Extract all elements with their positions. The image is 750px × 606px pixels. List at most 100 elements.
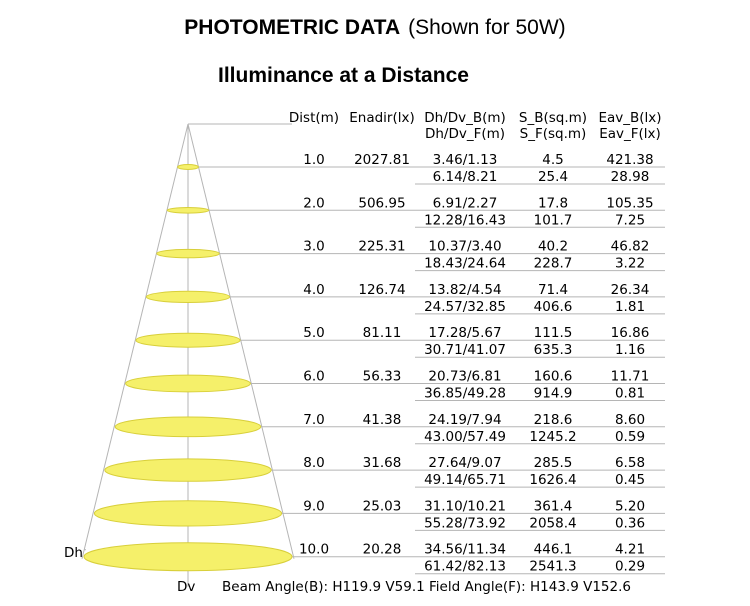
dist-value: 3.0 [303,239,324,255]
field-diameter-value: 12.28/16.43 [424,212,506,228]
header-cell: Dh/Dv_B(m) [424,110,506,126]
beam-diameter-value: 31.10/10.21 [424,498,506,514]
beam-area-value: 160.6 [534,369,573,385]
field-diameter-value: 43.00/57.49 [424,429,506,445]
dist-value: 5.0 [303,325,324,341]
header-cell: Eav_F(lx) [599,126,661,142]
title-note: (Shown for 50W) [408,16,566,39]
field-area-value: 25.4 [538,169,568,185]
chart-subtitle: Illuminance at a Distance [218,64,469,87]
light-spot-ellipse [93,500,283,527]
field-illuminance-value: 0.81 [615,386,645,402]
enadir-value: 225.31 [358,239,405,255]
field-area-value: 406.6 [534,299,573,315]
dist-value: 9.0 [303,498,324,514]
beam-diameter-value: 20.73/6.81 [428,369,501,385]
field-illuminance-value: 0.45 [615,472,645,488]
beam-area-value: 71.4 [538,282,568,298]
field-illuminance-value: 28.98 [611,169,650,185]
beam-illuminance-value: 6.58 [615,455,645,471]
header-cell: Eav_B(lx) [598,110,661,126]
light-spot-ellipse [114,416,262,438]
cone-edge-right [187,123,295,559]
field-illuminance-value: 1.81 [615,299,645,315]
field-diameter-value: 55.28/73.92 [424,515,506,531]
beam-area-value: 111.5 [534,325,573,341]
beam-illuminance-value: 46.82 [611,239,650,255]
beam-illuminance-value: 4.21 [615,542,645,558]
dist-value: 10.0 [299,542,329,558]
field-diameter-value: 18.43/24.64 [424,256,506,272]
field-diameter-value: 49.14/65.71 [424,472,506,488]
field-area-value: 914.9 [534,386,573,402]
field-diameter-value: 61.42/82.13 [424,559,506,575]
beam-diameter-value: 3.46/1.13 [433,152,498,168]
beam-illuminance-value: 8.60 [615,412,645,428]
dist-value: 7.0 [303,412,324,428]
field-area-value: 2541.3 [529,559,576,575]
field-diameter-value: 24.57/32.85 [424,299,506,315]
beam-diameter-value: 13.82/4.54 [428,282,501,298]
beam-area-value: 446.1 [534,542,573,558]
field-diameter-value: 30.71/41.07 [424,342,506,358]
title-main: PHOTOMETRIC DATA [184,16,401,39]
field-area-value: 228.7 [534,256,573,272]
angle-footer: Beam Angle(B): H119.9 V59.1 Field Angle(… [222,579,631,595]
field-illuminance-value: 1.16 [615,342,645,358]
beam-illuminance-value: 105.35 [606,195,653,211]
dist-value: 6.0 [303,369,324,385]
cone-edge-left [81,123,189,559]
header-cell: Dist(m) [289,110,339,126]
header-cell: S_B(sq.m) [519,110,587,126]
dist-value: 4.0 [303,282,324,298]
field-illuminance-value: 7.25 [615,212,645,228]
light-spot-ellipse [156,248,220,259]
beam-diameter-value: 17.28/5.67 [428,325,501,341]
field-illuminance-value: 3.22 [615,256,645,272]
beam-illuminance-value: 421.38 [606,152,653,168]
beam-area-value: 218.6 [534,412,573,428]
beam-area-value: 361.4 [534,498,573,514]
enadir-value: 81.11 [363,325,402,341]
enadir-value: 126.74 [358,282,405,298]
dist-value: 8.0 [303,455,324,471]
header-cell: Enadir(lx) [349,110,415,126]
beam-illuminance-value: 5.20 [615,498,645,514]
light-spot-ellipse [135,332,241,348]
dist-value: 1.0 [303,152,324,168]
field-area-value: 1245.2 [529,429,576,445]
enadir-value: 2027.81 [354,152,410,168]
field-illuminance-value: 0.29 [615,559,645,575]
beam-area-value: 17.8 [538,195,568,211]
field-diameter-value: 36.85/49.28 [424,386,506,402]
field-area-value: 635.3 [534,342,573,358]
dist-value: 2.0 [303,195,324,211]
enadir-value: 56.33 [363,369,402,385]
header-cell: S_F(sq.m) [520,126,587,142]
enadir-value: 31.68 [363,455,402,471]
field-illuminance-value: 0.59 [615,429,645,445]
light-spot-ellipse [177,164,199,170]
header-cell: Dh/Dv_F(m) [425,126,505,142]
beam-illuminance-value: 11.71 [611,369,650,385]
field-area-value: 101.7 [534,212,573,228]
enadir-value: 25.03 [363,498,402,514]
light-spot-ellipse [166,207,210,214]
dv-label: Dv [177,579,196,595]
light-spot-ellipse [145,290,231,303]
light-spot-ellipse [125,374,251,393]
field-area-value: 1626.4 [529,472,576,488]
field-diameter-value: 6.14/8.21 [433,169,498,185]
beam-diameter-value: 27.64/9.07 [428,455,501,471]
enadir-value: 41.38 [363,412,402,428]
beam-illuminance-value: 26.34 [611,282,650,298]
field-area-value: 2058.4 [529,515,576,531]
beam-diameter-value: 24.19/7.94 [428,412,501,428]
light-spot-ellipse [104,458,272,482]
beam-illuminance-value: 16.86 [611,325,650,341]
field-illuminance-value: 0.36 [615,515,645,531]
beam-area-value: 40.2 [538,239,568,255]
beam-area-value: 4.5 [542,152,563,168]
enadir-value: 506.95 [358,195,405,211]
